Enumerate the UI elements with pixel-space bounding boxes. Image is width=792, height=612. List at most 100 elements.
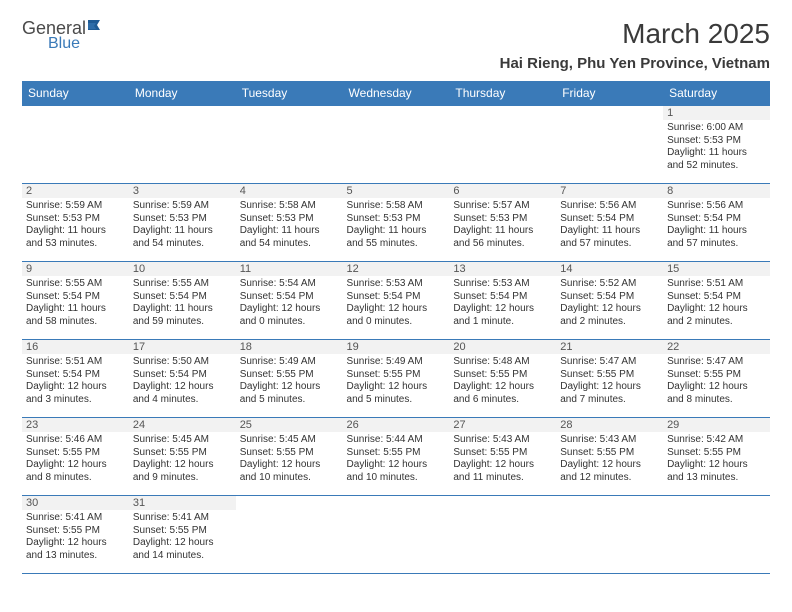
- day-number: 26: [343, 418, 450, 432]
- day-details: Sunrise: 5:43 AMSunset: 5:55 PMDaylight:…: [560, 434, 659, 484]
- sunrise-text: Sunrise: 5:53 AM: [347, 278, 446, 291]
- sunset-text: Sunset: 5:53 PM: [453, 213, 552, 226]
- calendar-day-cell: [236, 106, 343, 184]
- daylight-text: Daylight: 12 hours and 5 minutes.: [347, 381, 446, 406]
- daylight-text: Daylight: 11 hours and 53 minutes.: [26, 225, 125, 250]
- calendar-day-cell: [556, 496, 663, 574]
- day-details: Sunrise: 5:49 AMSunset: 5:55 PMDaylight:…: [240, 356, 339, 406]
- sunrise-text: Sunrise: 5:43 AM: [453, 434, 552, 447]
- day-number: 3: [129, 184, 236, 198]
- day-details: Sunrise: 5:59 AMSunset: 5:53 PMDaylight:…: [133, 200, 232, 250]
- daylight-text: Daylight: 12 hours and 12 minutes.: [560, 459, 659, 484]
- sunset-text: Sunset: 5:54 PM: [667, 291, 766, 304]
- calendar-day-cell: 8 Sunrise: 5:56 AMSunset: 5:54 PMDaylight…: [663, 184, 770, 262]
- calendar-day-cell: 27Sunrise: 5:43 AMSunset: 5:55 PMDayligh…: [449, 418, 556, 496]
- day-details: Sunrise: 5:49 AMSunset: 5:55 PMDaylight:…: [347, 356, 446, 406]
- calendar-week-row: 23Sunrise: 5:46 AMSunset: 5:55 PMDayligh…: [22, 418, 770, 496]
- sunrise-text: Sunrise: 5:49 AM: [347, 356, 446, 369]
- day-number: 18: [236, 340, 343, 354]
- calendar-day-cell: 13Sunrise: 5:53 AMSunset: 5:54 PMDayligh…: [449, 262, 556, 340]
- calendar-day-cell: 25Sunrise: 5:45 AMSunset: 5:55 PMDayligh…: [236, 418, 343, 496]
- day-details: Sunrise: 5:55 AMSunset: 5:54 PMDaylight:…: [26, 278, 125, 328]
- calendar-week-row: 1Sunrise: 6:00 AMSunset: 5:53 PMDaylight…: [22, 106, 770, 184]
- calendar-day-cell: 14Sunrise: 5:52 AMSunset: 5:54 PMDayligh…: [556, 262, 663, 340]
- sunrise-text: Sunrise: 5:56 AM: [667, 200, 766, 213]
- daylight-text: Daylight: 12 hours and 0 minutes.: [240, 303, 339, 328]
- calendar-body: 1Sunrise: 6:00 AMSunset: 5:53 PMDaylight…: [22, 106, 770, 574]
- calendar-day-cell: 4Sunrise: 5:58 AMSunset: 5:53 PMDaylight…: [236, 184, 343, 262]
- day-details: Sunrise: 5:54 AMSunset: 5:54 PMDaylight:…: [240, 278, 339, 328]
- sunset-text: Sunset: 5:54 PM: [133, 369, 232, 382]
- day-number: 7: [556, 184, 663, 198]
- daylight-text: Daylight: 11 hours and 56 minutes.: [453, 225, 552, 250]
- sunset-text: Sunset: 5:54 PM: [560, 291, 659, 304]
- day-details: Sunrise: 5:57 AMSunset: 5:53 PMDaylight:…: [453, 200, 552, 250]
- calendar-day-cell: [129, 106, 236, 184]
- day-number: 31: [129, 496, 236, 510]
- sunset-text: Sunset: 5:54 PM: [560, 213, 659, 226]
- sunset-text: Sunset: 5:54 PM: [240, 291, 339, 304]
- daylight-text: Daylight: 11 hours and 59 minutes.: [133, 303, 232, 328]
- sunrise-text: Sunrise: 5:55 AM: [133, 278, 232, 291]
- sunset-text: Sunset: 5:54 PM: [347, 291, 446, 304]
- daylight-text: Daylight: 12 hours and 14 minutes.: [133, 537, 232, 562]
- calendar-day-cell: 29Sunrise: 5:42 AMSunset: 5:55 PMDayligh…: [663, 418, 770, 496]
- calendar-day-cell: 3 Sunrise: 5:59 AMSunset: 5:53 PMDaylight…: [129, 184, 236, 262]
- day-number: 10: [129, 262, 236, 276]
- calendar-day-cell: [236, 496, 343, 574]
- sunset-text: Sunset: 5:55 PM: [26, 447, 125, 460]
- daylight-text: Daylight: 11 hours and 54 minutes.: [240, 225, 339, 250]
- day-number: 22: [663, 340, 770, 354]
- calendar-day-cell: 15 Sunrise: 5:51 AMSunset: 5:54 PMDayligh…: [663, 262, 770, 340]
- day-details: Sunrise: 5:45 AMSunset: 5:55 PMDaylight:…: [240, 434, 339, 484]
- sunset-text: Sunset: 5:54 PM: [667, 213, 766, 226]
- day-details: Sunrise: 5:55 AMSunset: 5:54 PMDaylight:…: [133, 278, 232, 328]
- sunrise-text: Sunrise: 5:58 AM: [240, 200, 339, 213]
- day-details: Sunrise: 5:46 AMSunset: 5:55 PMDaylight:…: [26, 434, 125, 484]
- daylight-text: Daylight: 12 hours and 13 minutes.: [26, 537, 125, 562]
- sunset-text: Sunset: 5:53 PM: [347, 213, 446, 226]
- day-details: Sunrise: 5:50 AMSunset: 5:54 PMDaylight:…: [133, 356, 232, 406]
- sunset-text: Sunset: 5:55 PM: [240, 369, 339, 382]
- sunset-text: Sunset: 5:55 PM: [347, 447, 446, 460]
- sunrise-text: Sunrise: 5:58 AM: [347, 200, 446, 213]
- day-details: Sunrise: 5:56 AMSunset: 5:54 PMDaylight:…: [560, 200, 659, 250]
- sunrise-text: Sunrise: 5:50 AM: [133, 356, 232, 369]
- sunset-text: Sunset: 5:53 PM: [26, 213, 125, 226]
- sunset-text: Sunset: 5:55 PM: [133, 525, 232, 538]
- sunset-text: Sunset: 5:55 PM: [560, 369, 659, 382]
- day-number: 8: [663, 184, 770, 198]
- day-number: 20: [449, 340, 556, 354]
- day-details: Sunrise: 5:48 AMSunset: 5:55 PMDaylight:…: [453, 356, 552, 406]
- daylight-text: Daylight: 12 hours and 4 minutes.: [133, 381, 232, 406]
- day-details: Sunrise: 5:41 AMSunset: 5:55 PMDaylight:…: [133, 512, 232, 562]
- calendar-day-cell: [449, 106, 556, 184]
- day-details: Sunrise: 5:44 AMSunset: 5:55 PMDaylight:…: [347, 434, 446, 484]
- sunrise-text: Sunrise: 5:43 AM: [560, 434, 659, 447]
- day-details: Sunrise: 5:51 AMSunset: 5:54 PMDaylight:…: [667, 278, 766, 328]
- daylight-text: Daylight: 11 hours and 57 minutes.: [667, 225, 766, 250]
- sunset-text: Sunset: 5:54 PM: [453, 291, 552, 304]
- calendar-day-cell: 7 Sunrise: 5:56 AMSunset: 5:54 PMDaylight…: [556, 184, 663, 262]
- calendar-week-row: 9Sunrise: 5:55 AMSunset: 5:54 PMDaylight…: [22, 262, 770, 340]
- day-details: Sunrise: 6:00 AMSunset: 5:53 PMDaylight:…: [667, 122, 766, 172]
- day-number: 15: [663, 262, 770, 276]
- day-number: 16: [22, 340, 129, 354]
- calendar-header-row: Sunday Monday Tuesday Wednesday Thursday…: [22, 81, 770, 106]
- daylight-text: Daylight: 12 hours and 6 minutes.: [453, 381, 552, 406]
- calendar-day-cell: [343, 106, 450, 184]
- sunset-text: Sunset: 5:55 PM: [240, 447, 339, 460]
- daylight-text: Daylight: 12 hours and 10 minutes.: [347, 459, 446, 484]
- sunrise-text: Sunrise: 5:52 AM: [560, 278, 659, 291]
- daylight-text: Daylight: 12 hours and 10 minutes.: [240, 459, 339, 484]
- calendar-day-cell: 31 Sunrise: 5:41 AMSunset: 5:55 PMDayligh…: [129, 496, 236, 574]
- sunset-text: Sunset: 5:55 PM: [560, 447, 659, 460]
- day-number: 5: [343, 184, 450, 198]
- day-details: Sunrise: 5:43 AMSunset: 5:55 PMDaylight:…: [453, 434, 552, 484]
- sunrise-text: Sunrise: 5:44 AM: [347, 434, 446, 447]
- logo: General Blue: [22, 18, 106, 53]
- daylight-text: Daylight: 12 hours and 5 minutes.: [240, 381, 339, 406]
- day-header-thu: Thursday: [449, 81, 556, 106]
- day-details: Sunrise: 5:41 AMSunset: 5:55 PMDaylight:…: [26, 512, 125, 562]
- sunset-text: Sunset: 5:55 PM: [667, 447, 766, 460]
